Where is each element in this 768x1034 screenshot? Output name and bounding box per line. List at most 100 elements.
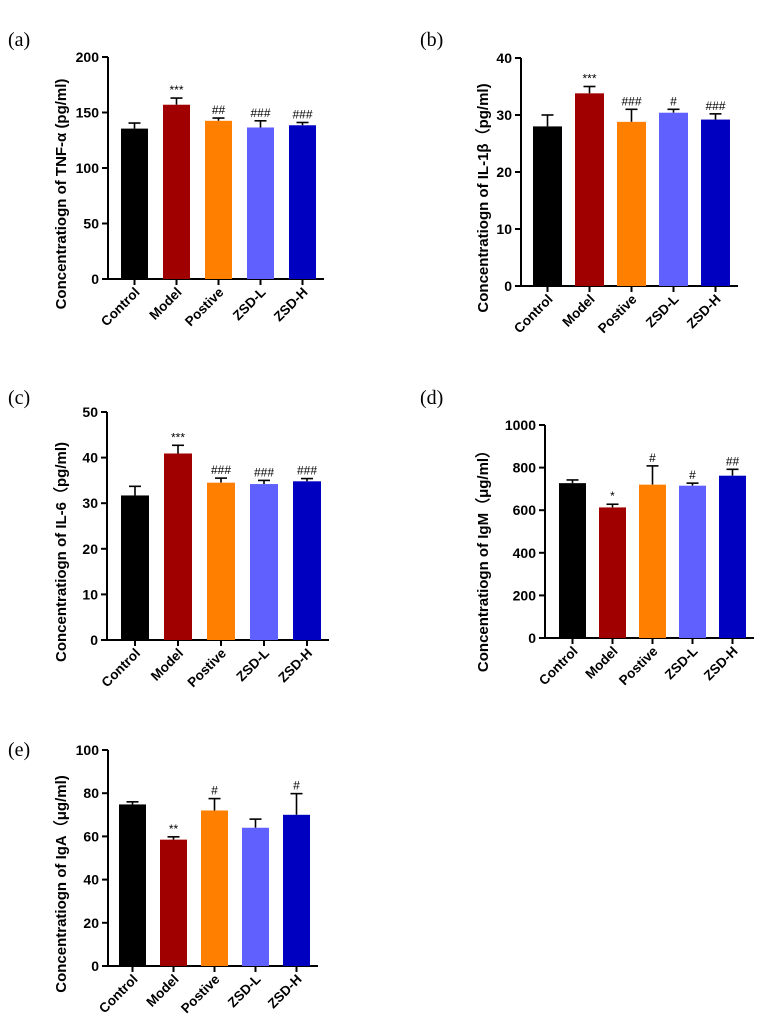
significance-label: ###: [211, 463, 231, 477]
x-tick-label: ZSD-H: [271, 285, 311, 325]
x-tick-label: Control: [511, 292, 556, 337]
bar-zsd-h: [289, 125, 316, 279]
bar-postive: [201, 810, 228, 966]
panel-label: (b): [420, 29, 443, 51]
bar-control: [119, 804, 146, 966]
y-tick-label: 40: [496, 50, 512, 66]
y-tick-label: 50: [83, 216, 99, 232]
x-tick-label: Control: [96, 972, 141, 1017]
x-tick-label: ZSD-H: [701, 644, 741, 684]
significance-label: ***: [171, 430, 185, 444]
panel-label: (d): [420, 387, 443, 409]
significance-label: #: [689, 468, 696, 482]
y-axis-title: Concentratiogn of TNF-α (pg/ml): [53, 79, 70, 310]
y-tick-label: 0: [91, 958, 99, 974]
panel-label: (a): [8, 29, 30, 51]
bar-zsd-h: [701, 119, 730, 286]
significance-label: #: [670, 94, 677, 108]
significance-label: ###: [297, 464, 317, 478]
panel-label: (c): [8, 387, 30, 409]
bar-model: [164, 453, 192, 640]
y-tick-label: 100: [76, 742, 100, 758]
y-tick-label: 10: [496, 221, 512, 237]
bar-zsd-l: [659, 112, 688, 286]
x-tick-label: Control: [536, 644, 581, 689]
bar-model: [599, 507, 626, 638]
bar-zsd-h: [293, 481, 321, 640]
chart-panel-e: (e) Concentratiogn of IgA（μg/ml) 0 20 40 60 80…: [8, 739, 318, 1016]
bar-control: [559, 483, 586, 638]
y-axis-title: Concentratiogn of IgM（μg/ml）: [474, 443, 492, 672]
x-tick-label: Model: [148, 646, 186, 684]
significance-label: #: [211, 784, 218, 798]
x-tick-label: ZSD-H: [684, 292, 724, 332]
y-tick-label: 0: [91, 271, 99, 287]
significance-label: **: [169, 822, 179, 836]
x-tick-label: ZSD-H: [265, 972, 305, 1012]
y-tick-label: 400: [513, 545, 537, 561]
x-tick-label: ZSD-L: [233, 646, 272, 685]
bar-zsd-l: [247, 127, 274, 279]
y-tick-label: 30: [82, 495, 98, 511]
y-tick-label: 80: [83, 785, 99, 801]
significance-label: ***: [169, 83, 183, 97]
x-tick-label: Model: [559, 292, 597, 330]
x-tick-label: ZSD-L: [230, 285, 269, 324]
y-tick-label: 100: [76, 160, 100, 176]
y-axis-title: Concentratiogn of IgA（μg/ml): [52, 775, 70, 993]
y-tick-label: 20: [496, 164, 512, 180]
significance-label: ##: [212, 103, 226, 117]
panel-label: (e): [8, 739, 30, 761]
chart-panel-d: (d) Concentratiogn of IgM（μg/ml） 0 200 400 60…: [420, 387, 754, 688]
chart-panel-b: (b) Concentratiogn of IL-1β（pg/ml) 0 10 20 30…: [420, 29, 738, 336]
bar-model: [163, 104, 190, 279]
x-tick-label: Postive: [182, 284, 227, 329]
chart-panel-c: (c) Concentratiogn of IL-6（pg/ml) 0 10 20 30 4…: [8, 387, 329, 690]
significance-label: ###: [250, 106, 270, 120]
bar-control: [121, 495, 149, 640]
significance-label: ***: [582, 72, 596, 86]
chart-panel-a: (a) Concentratiogn of TNF-α (pg/ml) 0 50 100…: [8, 29, 324, 329]
bar-zsd-l: [679, 485, 706, 638]
bar-zsd-h: [283, 814, 310, 966]
bar-zsd-h: [719, 475, 746, 638]
y-tick-label: 30: [496, 107, 512, 123]
x-tick-label: ZSD-L: [643, 292, 682, 331]
x-tick-label: ZSD-H: [275, 646, 315, 686]
significance-label: ###: [621, 94, 641, 108]
y-tick-label: 60: [83, 828, 99, 844]
significance-label: ##: [726, 454, 740, 468]
bar-model: [575, 93, 604, 286]
y-tick-label: 0: [504, 278, 512, 294]
y-axis-title: Concentratiogn of IL-6（pg/ml): [52, 442, 70, 662]
x-tick-label: Model: [146, 285, 184, 323]
x-tick-label: ZSD-L: [225, 972, 264, 1011]
y-tick-label: 20: [82, 541, 98, 557]
y-tick-label: 600: [513, 502, 537, 518]
y-tick-label: 800: [513, 460, 537, 476]
y-tick-label: 200: [513, 587, 537, 603]
x-tick-label: Control: [99, 646, 144, 691]
significance-label: ###: [292, 107, 312, 121]
bar-postive: [205, 120, 232, 279]
bar-zsd-l: [250, 484, 278, 640]
bar-postive: [639, 484, 666, 638]
y-tick-label: 50: [82, 404, 98, 420]
bar-postive: [617, 121, 646, 286]
y-tick-label: 10: [82, 586, 98, 602]
y-tick-label: 40: [83, 872, 99, 888]
bar-model: [160, 839, 187, 966]
y-tick-label: 200: [76, 49, 100, 65]
significance-label: #: [649, 451, 656, 465]
y-tick-label: 150: [76, 105, 100, 121]
bar-zsd-l: [242, 827, 269, 966]
y-tick-label: 0: [90, 632, 98, 648]
x-tick-label: Postive: [178, 971, 223, 1016]
bar-control: [533, 126, 562, 287]
significance-label: #: [293, 779, 300, 793]
bar-control: [121, 128, 148, 279]
significance-label: ###: [705, 99, 725, 113]
x-tick-label: Postive: [595, 291, 640, 336]
x-tick-label: Model: [582, 644, 620, 682]
